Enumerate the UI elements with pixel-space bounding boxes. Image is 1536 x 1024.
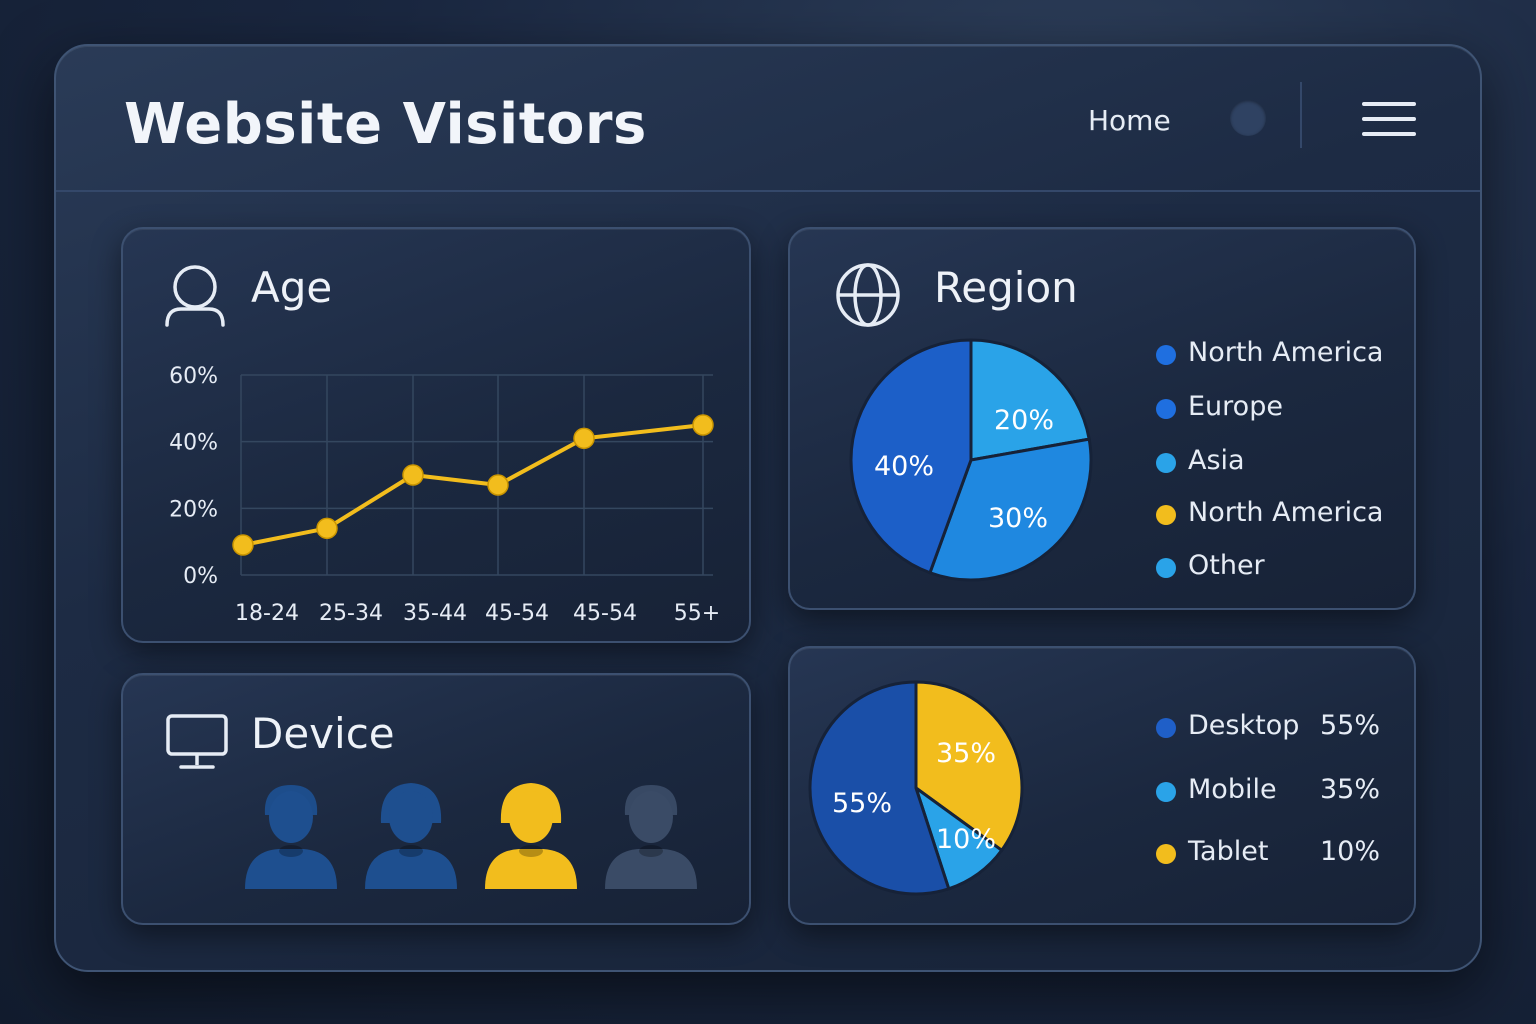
device-legend-dot	[1156, 782, 1176, 802]
x-tick-label: 25-34	[319, 601, 383, 626]
pie-slice	[969, 338, 1091, 462]
device-legend-dot	[1156, 718, 1176, 738]
device-card: Device	[121, 673, 751, 925]
header-divider	[1300, 82, 1302, 148]
age-data-point	[487, 474, 509, 496]
header: Website Visitors Home	[56, 46, 1480, 192]
device-legend-label: Desktop	[1188, 710, 1300, 741]
device-legend-value: 55%	[1319, 710, 1380, 741]
profile-avatar-icon[interactable]	[1230, 100, 1266, 136]
grid-lines	[240, 374, 713, 576]
region-legend-dot	[1156, 453, 1176, 473]
device-legend: Desktop 55% Mobile 35% Tablet 10%	[1156, 710, 1396, 880]
x-tick-label: 55+	[674, 601, 720, 626]
x-tick-label: 18-24	[235, 601, 299, 626]
pie-slice	[808, 680, 951, 896]
region-legend-dot	[1156, 505, 1176, 525]
age-series-line	[242, 423, 704, 547]
age-data-point	[232, 534, 254, 556]
pie-slice-label: 55%	[832, 788, 892, 819]
pie-slice-label: 35%	[936, 738, 996, 769]
x-tick-label: 45-54	[485, 601, 549, 626]
globe-icon	[836, 263, 900, 327]
device-legend-value: 10%	[1319, 836, 1380, 867]
device-card-title: Device	[251, 709, 395, 758]
page-title: Website Visitors	[124, 92, 647, 157]
pie-slice	[914, 680, 1024, 853]
device-legend-label: Tablet	[1188, 836, 1269, 867]
age-data-point	[573, 427, 595, 450]
pie-slice-label: 40%	[874, 451, 934, 482]
user-icon	[165, 265, 225, 327]
region-legend-dot	[1156, 558, 1176, 578]
pie-slice-label: 30%	[988, 503, 1048, 534]
region-legend-label: Europe	[1188, 391, 1283, 422]
monitor-icon	[166, 714, 228, 769]
region-legend-label: Other	[1188, 550, 1265, 581]
region-pie-chart: 20% 30% 40%	[849, 338, 1093, 582]
region-legend: North America Europe Asia North America …	[1156, 337, 1406, 587]
region-legend-label: Asia	[1188, 445, 1245, 476]
age-data-point	[316, 517, 338, 540]
home-link[interactable]: Home	[1088, 104, 1171, 137]
device-legend-dot	[1156, 844, 1176, 864]
x-tick-label: 35-44	[403, 601, 467, 626]
y-tick-label: 0%	[183, 564, 218, 589]
male-avatar-icon	[245, 785, 337, 889]
region-card: Region 20% 30% 40% North America Europe As…	[788, 227, 1416, 610]
region-legend-label: North America	[1188, 497, 1384, 528]
pie-slice-label: 20%	[994, 405, 1054, 436]
device-pie-chart: 35% 10% 55%	[808, 680, 1024, 896]
x-tick-label: 45-54	[573, 601, 637, 626]
pie-slice	[849, 338, 973, 575]
device-legend-label: Mobile	[1188, 774, 1277, 805]
pie-slice-label: 10%	[936, 824, 996, 855]
female-avatar-icon	[485, 783, 577, 889]
hamburger-menu-icon[interactable]	[1362, 102, 1416, 138]
pie-slice	[928, 437, 1093, 582]
y-tick-label: 20%	[169, 497, 218, 522]
region-card-title: Region	[934, 263, 1078, 312]
female-avatar-icon	[365, 783, 457, 889]
age-data-point	[692, 414, 714, 436]
age-data-point	[402, 464, 424, 486]
male-avatar-icon	[605, 785, 697, 889]
y-tick-label: 60%	[169, 364, 218, 389]
device-avatars	[245, 783, 697, 889]
age-line-chart: 0% 20% 40% 60% 18-24 25-34 35-44 45-54 45-54 55+	[169, 364, 720, 626]
region-legend-dot	[1156, 345, 1176, 365]
y-tick-label: 40%	[169, 431, 218, 456]
device-share-card: 35% 10% 55% Desktop 55% Mobile 35% Tablet …	[788, 646, 1416, 925]
region-legend-dot	[1156, 399, 1176, 419]
age-card-title: Age	[251, 263, 333, 312]
device-legend-value: 35%	[1319, 774, 1380, 805]
region-legend-label: North America	[1188, 337, 1384, 368]
age-card: Age 0% 20% 40% 60% 18-24 25-34 35-44 45-54 45-54…	[121, 227, 751, 643]
